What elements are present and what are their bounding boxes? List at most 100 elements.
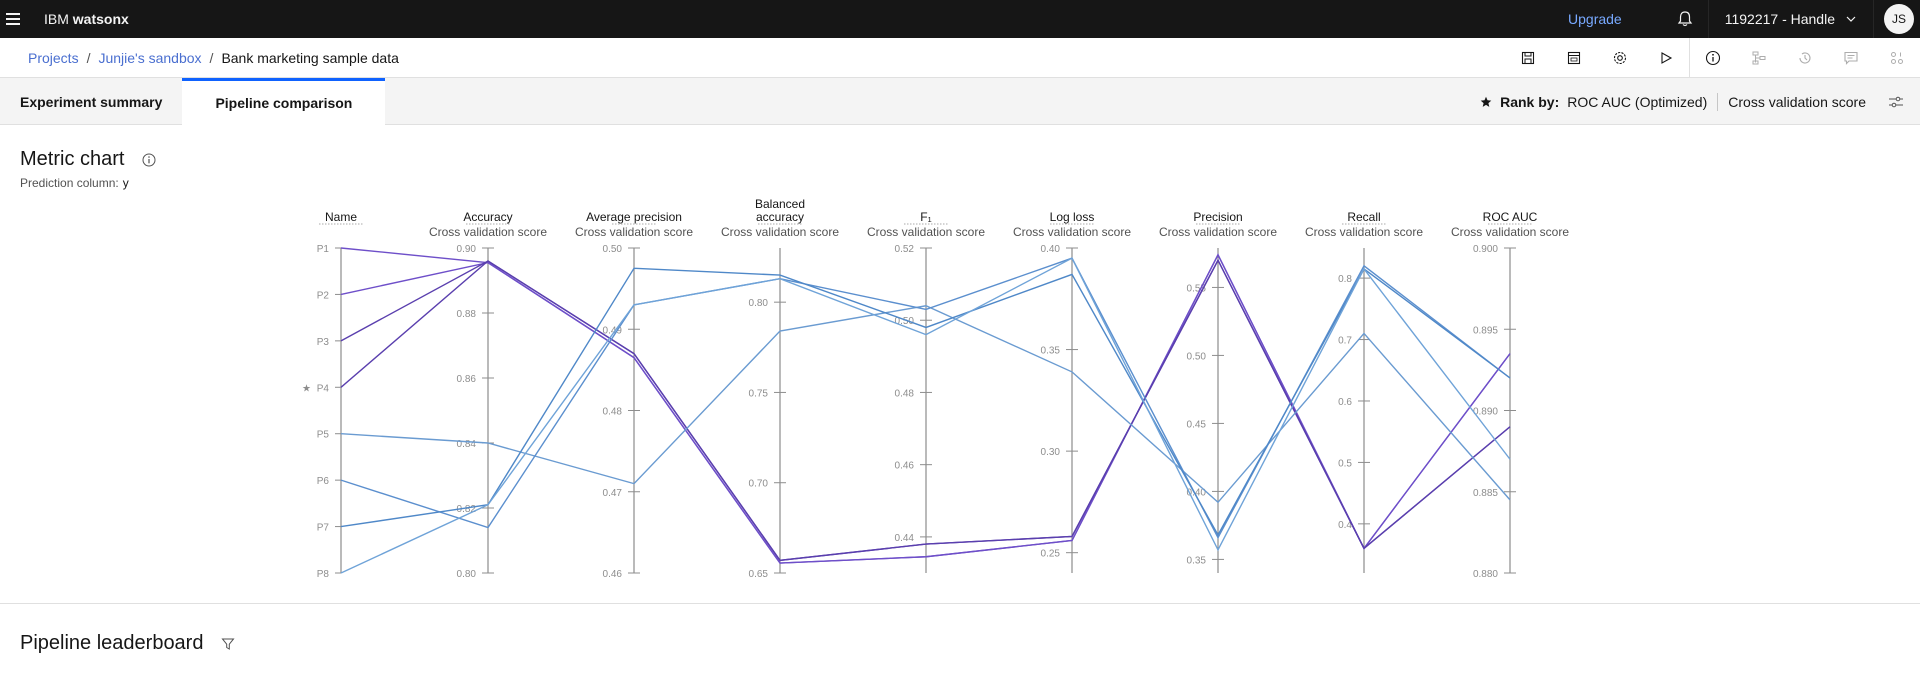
info-icon[interactable] — [1690, 38, 1736, 78]
svg-text:0.80: 0.80 — [457, 569, 477, 580]
svg-text:0.900: 0.900 — [1473, 244, 1498, 255]
axis-subtitle: Cross validation score — [429, 225, 547, 239]
notification-bell-icon[interactable] — [1662, 0, 1708, 38]
settings-adjust-icon[interactable] — [1888, 94, 1904, 110]
account-label: 1192217 - Handle — [1724, 11, 1835, 27]
prediction-column: Prediction column: y — [20, 176, 129, 190]
axis-title: Precision — [1193, 210, 1242, 224]
info-icon[interactable] — [142, 153, 156, 167]
breadcrumb-projects[interactable]: Projects — [28, 49, 79, 66]
svg-text:0.7: 0.7 — [1338, 336, 1352, 347]
settings-icon[interactable] — [1597, 38, 1643, 78]
metric-chart-title: Metric chart — [20, 148, 125, 170]
save-icon[interactable] — [1505, 38, 1551, 78]
svg-text:0.5: 0.5 — [1338, 458, 1352, 469]
axis-subtitle: Cross validation score — [721, 225, 839, 239]
menu-icon[interactable] — [0, 0, 26, 38]
axis-title: Recall — [1347, 210, 1380, 224]
breadcrumb-current: Bank marketing sample data — [221, 49, 399, 66]
section-divider — [0, 603, 1920, 604]
svg-text:0.890: 0.890 — [1473, 407, 1498, 418]
axis-title: Name — [325, 210, 357, 224]
upgrade-link[interactable]: Upgrade — [1568, 11, 1622, 27]
svg-text:0.35: 0.35 — [1041, 346, 1061, 357]
svg-text:0.80: 0.80 — [749, 298, 769, 309]
data-icon[interactable] — [1874, 38, 1920, 78]
axis-title: accuracy — [756, 210, 804, 224]
rank-by-label: Rank by: — [1500, 93, 1560, 110]
axis-subtitle: Cross validation score — [1159, 225, 1277, 239]
series-line-P5[interactable] — [340, 305, 1511, 504]
avatar[interactable]: JS — [1884, 4, 1914, 34]
svg-text:0.46: 0.46 — [603, 569, 623, 580]
svg-text:0.90: 0.90 — [457, 244, 477, 255]
series-line-P2[interactable] — [340, 253, 1511, 564]
svg-text:0.84: 0.84 — [457, 439, 477, 450]
axis-subtitle: Cross validation score — [575, 225, 693, 239]
series-line-P4[interactable] — [340, 258, 1511, 562]
tab-experiment-summary[interactable]: Experiment summary — [20, 93, 163, 110]
run-icon[interactable] — [1643, 38, 1689, 78]
axis-title: Balanced — [755, 197, 805, 211]
svg-text:0.70: 0.70 — [749, 479, 769, 490]
axis-subtitle: Cross validation score — [1451, 225, 1569, 239]
breadcrumb-bar: Projects / Junjie's sandbox / Bank marke… — [0, 38, 1920, 78]
svg-text:0.885: 0.885 — [1473, 488, 1498, 499]
pipeline-icon[interactable] — [1736, 38, 1782, 78]
series-line-P8[interactable] — [340, 257, 1511, 574]
svg-text:P5: P5 — [317, 430, 330, 441]
svg-text:0.47: 0.47 — [603, 488, 623, 499]
metric-chart-header: Metric chart — [20, 148, 156, 171]
svg-text:0.52: 0.52 — [895, 244, 915, 255]
svg-text:0.25: 0.25 — [1041, 549, 1061, 560]
tab-pipeline-comparison[interactable]: Pipeline comparison — [182, 78, 386, 125]
comment-icon[interactable] — [1828, 38, 1874, 78]
account-switcher[interactable]: 1192217 - Handle — [1707, 0, 1874, 38]
axis-subtitle: Cross validation score — [1013, 225, 1131, 239]
chevron-down-icon — [1846, 16, 1856, 22]
svg-text:0.35: 0.35 — [1187, 555, 1207, 566]
filter-icon[interactable] — [221, 637, 236, 651]
svg-text:0.86: 0.86 — [457, 374, 477, 385]
rank-metric: ROC AUC (Optimized) — [1567, 93, 1708, 110]
svg-text:0.48: 0.48 — [895, 388, 915, 399]
svg-text:0.50: 0.50 — [895, 316, 915, 327]
svg-text:P1: P1 — [317, 244, 330, 255]
series-line-P7[interactable] — [340, 267, 1511, 537]
top-navigation-bar: IBM watsonx Upgrade 1192217 - Handle JS — [0, 0, 1920, 38]
svg-text:P8: P8 — [317, 569, 330, 580]
svg-text:0.49: 0.49 — [603, 325, 623, 336]
pipeline-leaderboard-title: Pipeline leaderboard — [20, 632, 204, 654]
svg-text:0.88: 0.88 — [457, 309, 477, 320]
breadcrumb-separator: / — [209, 49, 214, 66]
svg-text:P2: P2 — [317, 290, 330, 301]
svg-text:0.75: 0.75 — [749, 388, 769, 399]
toolbar — [1505, 38, 1920, 78]
svg-text:P7: P7 — [317, 523, 330, 534]
brand-logo[interactable]: IBM watsonx — [44, 11, 129, 27]
svg-text:0.55: 0.55 — [1187, 283, 1207, 294]
breadcrumb-sandbox[interactable]: Junjie's sandbox — [98, 49, 202, 66]
svg-text:0.48: 0.48 — [603, 407, 623, 418]
svg-text:0.30: 0.30 — [1041, 447, 1061, 458]
svg-text:0.46: 0.46 — [895, 461, 915, 472]
breadcrumb-separator: / — [86, 49, 91, 66]
svg-text:P6: P6 — [317, 476, 330, 487]
axis-title: F₁ — [920, 210, 931, 224]
svg-text:0.40: 0.40 — [1187, 487, 1207, 498]
rank-divider — [1717, 92, 1719, 111]
pipeline-leaderboard-header: Pipeline leaderboard — [20, 632, 236, 655]
brand-prefix: IBM — [44, 11, 69, 27]
svg-text:0.50: 0.50 — [603, 244, 623, 255]
axis-title: Average precision — [586, 210, 682, 224]
breadcrumb: Projects / Junjie's sandbox / Bank marke… — [28, 50, 399, 66]
axis-subtitle: Cross validation score — [1305, 225, 1423, 239]
toolbar-divider — [1689, 38, 1690, 78]
notebook-icon[interactable] — [1551, 38, 1597, 78]
svg-text:0.50: 0.50 — [1187, 351, 1207, 362]
svg-text:0.45: 0.45 — [1187, 419, 1207, 430]
history-icon[interactable] — [1782, 38, 1828, 78]
svg-text:P3: P3 — [317, 337, 330, 348]
svg-text:0.82: 0.82 — [457, 504, 477, 515]
